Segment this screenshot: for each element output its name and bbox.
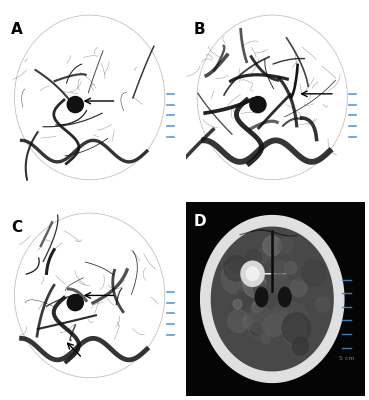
Circle shape: [230, 302, 245, 318]
Circle shape: [290, 279, 307, 297]
Circle shape: [264, 314, 284, 336]
Circle shape: [233, 299, 242, 309]
Circle shape: [251, 323, 262, 335]
Text: A: A: [11, 22, 23, 37]
Circle shape: [248, 306, 273, 334]
Circle shape: [236, 288, 253, 307]
Circle shape: [248, 312, 274, 340]
Text: 5 cm: 5 cm: [339, 356, 354, 361]
Circle shape: [254, 282, 268, 297]
Circle shape: [270, 273, 289, 294]
Circle shape: [252, 301, 263, 313]
Circle shape: [263, 236, 281, 256]
Circle shape: [67, 294, 83, 311]
Circle shape: [241, 270, 256, 287]
Circle shape: [261, 334, 270, 344]
Ellipse shape: [255, 287, 268, 307]
Circle shape: [246, 267, 259, 280]
Circle shape: [241, 261, 264, 286]
Circle shape: [280, 303, 308, 333]
Circle shape: [316, 297, 330, 312]
Circle shape: [252, 310, 263, 322]
Circle shape: [272, 305, 287, 322]
Circle shape: [243, 272, 266, 297]
Circle shape: [250, 96, 266, 113]
Circle shape: [224, 256, 248, 281]
Ellipse shape: [279, 287, 291, 307]
Circle shape: [285, 262, 297, 274]
Circle shape: [302, 260, 326, 286]
Circle shape: [283, 320, 306, 345]
Polygon shape: [201, 216, 344, 382]
Circle shape: [228, 256, 244, 272]
Circle shape: [67, 96, 83, 113]
Circle shape: [271, 260, 289, 280]
Circle shape: [293, 338, 308, 355]
Circle shape: [254, 311, 274, 333]
Text: C: C: [11, 220, 22, 235]
Polygon shape: [211, 227, 333, 371]
Circle shape: [228, 310, 249, 332]
Text: D: D: [193, 214, 206, 229]
Circle shape: [282, 313, 310, 344]
Circle shape: [242, 316, 254, 328]
Circle shape: [221, 262, 249, 293]
Circle shape: [293, 264, 308, 280]
Circle shape: [246, 249, 262, 267]
Text: B: B: [193, 22, 205, 37]
Circle shape: [278, 238, 293, 254]
Circle shape: [256, 249, 270, 263]
